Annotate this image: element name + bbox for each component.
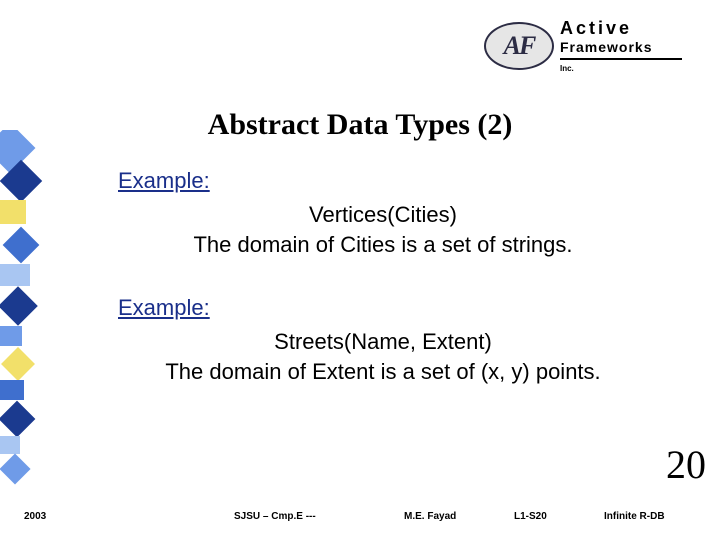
slide-number: 20 [666,441,706,488]
example-2-line1: Streets(Name, Extent) [118,327,648,357]
example-1: Example: Vertices(Cities) The domain of … [118,168,648,259]
footer-author: M.E. Fayad [404,511,514,522]
slide: AF Active Frameworks Inc. Abstract Data … [0,0,720,540]
footer-slide: L1-S20 [514,511,604,522]
example-1-line2: The domain of Cities is a set of strings… [118,230,648,260]
footer-course: SJSU – Cmp.E --- [234,511,404,522]
slide-body: Example: Vertices(Cities) The domain of … [118,168,648,387]
sidebar-decoration [0,130,56,510]
sidebar-svg [0,130,56,510]
example-2: Example: Streets(Name, Extent) The domai… [118,295,648,386]
footer-year: 2003 [24,511,234,522]
logo-badge-text: AF [504,31,535,61]
example-2-line2: The domain of Extent is a set of (x, y) … [118,357,648,387]
logo-inc: Inc. [560,64,574,73]
logo-line2: Frameworks [560,39,652,55]
logo-badge: AF [484,22,554,70]
footer-topic: Infinite R-DB [604,511,704,522]
example-label-1: Example: [118,168,648,194]
logo-text: Active Frameworks [560,18,652,55]
example-label-2: Example: [118,295,648,321]
slide-title: Abstract Data Types (2) [0,108,720,142]
footer: 2003 SJSU – Cmp.E --- M.E. Fayad L1-S20 … [24,511,704,522]
example-1-line1: Vertices(Cities) [118,200,648,230]
logo: AF Active Frameworks Inc. [484,14,684,76]
logo-rule [560,58,682,60]
logo-line1: Active [560,18,652,39]
